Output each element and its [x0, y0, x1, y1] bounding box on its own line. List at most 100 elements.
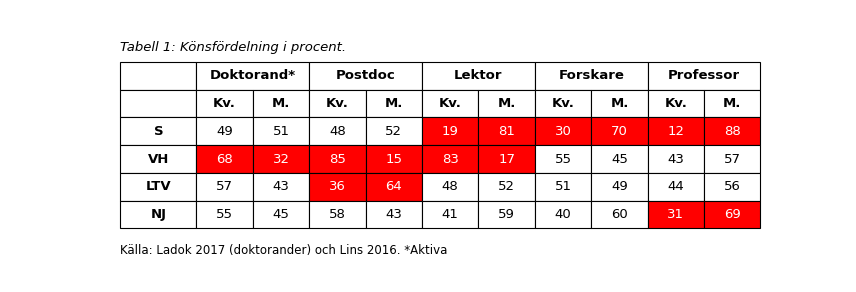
Bar [422, 90, 479, 117]
Text: 58: 58 [329, 208, 346, 221]
Bar [479, 173, 535, 201]
Bar [120, 145, 196, 173]
Bar [253, 117, 309, 145]
Text: Kv.: Kv. [326, 97, 349, 110]
Text: 69: 69 [724, 208, 740, 221]
Bar [535, 62, 648, 90]
Bar [535, 201, 591, 228]
Bar [253, 145, 309, 173]
Bar [704, 201, 760, 228]
Bar [196, 173, 253, 201]
Text: Forskare: Forskare [558, 69, 624, 82]
Text: S: S [153, 125, 163, 138]
Text: 43: 43 [272, 180, 289, 193]
Text: 52: 52 [385, 125, 402, 138]
Bar [120, 173, 196, 201]
Text: 64: 64 [385, 180, 402, 193]
Text: 83: 83 [442, 153, 459, 166]
Bar [196, 90, 253, 117]
Text: 68: 68 [217, 153, 233, 166]
Bar [120, 90, 196, 117]
Bar [366, 201, 422, 228]
Bar [479, 90, 535, 117]
Bar [196, 201, 253, 228]
Bar [535, 117, 591, 145]
Text: 48: 48 [442, 180, 459, 193]
Text: M.: M. [272, 97, 290, 110]
Bar [535, 145, 591, 173]
Bar [422, 201, 479, 228]
Text: 36: 36 [329, 180, 346, 193]
Bar [422, 117, 479, 145]
Text: 32: 32 [272, 153, 289, 166]
Bar [704, 173, 760, 201]
Bar [309, 145, 366, 173]
Bar [591, 90, 648, 117]
Text: 12: 12 [668, 125, 684, 138]
Bar [422, 145, 479, 173]
Text: VH: VH [147, 153, 169, 166]
Bar [704, 145, 760, 173]
Text: 49: 49 [217, 125, 233, 138]
Text: Kv.: Kv. [551, 97, 574, 110]
Text: NJ: NJ [151, 208, 166, 221]
Text: 70: 70 [611, 125, 628, 138]
Text: 60: 60 [611, 208, 627, 221]
Bar [253, 90, 309, 117]
Bar [479, 201, 535, 228]
Bar [309, 173, 366, 201]
Bar [309, 201, 366, 228]
Text: 15: 15 [385, 153, 402, 166]
Bar [120, 201, 196, 228]
Bar [648, 201, 704, 228]
Text: 31: 31 [668, 208, 684, 221]
Text: 59: 59 [498, 208, 515, 221]
Bar [535, 173, 591, 201]
Text: 30: 30 [555, 125, 572, 138]
Text: 41: 41 [442, 208, 459, 221]
Text: 85: 85 [329, 153, 346, 166]
Bar [196, 62, 309, 90]
Text: Doktorand*: Doktorand* [210, 69, 296, 82]
Text: 55: 55 [555, 153, 572, 166]
Text: M.: M. [723, 97, 741, 110]
Bar [253, 201, 309, 228]
Text: M.: M. [610, 97, 628, 110]
Bar [120, 117, 196, 145]
Text: 49: 49 [611, 180, 627, 193]
Text: 81: 81 [498, 125, 515, 138]
Text: 88: 88 [724, 125, 740, 138]
Text: M.: M. [384, 97, 403, 110]
Text: 45: 45 [272, 208, 289, 221]
Bar [253, 173, 309, 201]
Bar [704, 117, 760, 145]
Bar [479, 145, 535, 173]
Bar [366, 173, 422, 201]
Text: Tabell 1: Könsfördelning i procent.: Tabell 1: Könsfördelning i procent. [120, 41, 347, 54]
Bar [196, 117, 253, 145]
Bar [479, 117, 535, 145]
Text: M.: M. [497, 97, 516, 110]
Text: Postdoc: Postdoc [336, 69, 395, 82]
Text: 17: 17 [498, 153, 515, 166]
Text: Professor: Professor [668, 69, 740, 82]
Bar [366, 145, 422, 173]
Text: 56: 56 [724, 180, 740, 193]
Bar [120, 62, 196, 90]
Bar [366, 117, 422, 145]
Bar [591, 145, 648, 173]
Text: 40: 40 [555, 208, 572, 221]
Bar [309, 117, 366, 145]
Text: 43: 43 [385, 208, 402, 221]
Bar [591, 201, 648, 228]
Bar [309, 90, 366, 117]
Text: 19: 19 [442, 125, 459, 138]
Text: 51: 51 [272, 125, 289, 138]
Bar [535, 90, 591, 117]
Text: Källa: Ladok 2017 (doktorander) och Lins 2016. *Aktiva: Källa: Ladok 2017 (doktorander) och Lins… [120, 244, 448, 257]
Text: LTV: LTV [146, 180, 171, 193]
Bar [648, 173, 704, 201]
Text: 55: 55 [216, 208, 233, 221]
Text: Kv.: Kv. [439, 97, 461, 110]
Bar [648, 90, 704, 117]
